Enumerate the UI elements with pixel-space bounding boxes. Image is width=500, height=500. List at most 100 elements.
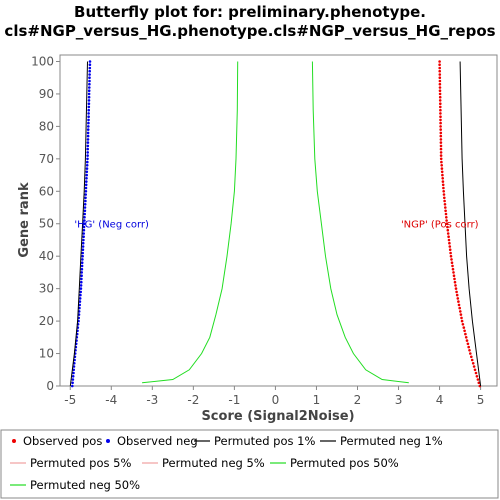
data-point [88, 60, 92, 63]
data-point [87, 112, 90, 115]
data-point [80, 261, 84, 265]
data-point [464, 332, 467, 336]
data-point [439, 105, 442, 109]
x-axis-label: Score (Signal2Noise) [201, 409, 354, 424]
data-point [447, 238, 451, 242]
y-tick-label: 50 [39, 217, 54, 231]
data-point [82, 228, 86, 232]
data-point [80, 264, 84, 268]
data-point [71, 381, 74, 385]
data-point [86, 154, 89, 157]
data-point [443, 203, 447, 206]
data-point [85, 164, 89, 167]
plot-area-frame [59, 54, 498, 387]
y-axis-ticks: 0 10 20 30 40 50 60 70 80 90 100 [31, 54, 60, 393]
data-point [444, 206, 447, 209]
chart-title-line-2: cls#NGP_versus_HG.phenotype.cls#NGP_vers… [4, 22, 495, 40]
data-point [439, 144, 443, 148]
data-point [84, 193, 87, 196]
x-tick-label: 4 [436, 393, 444, 407]
data-point [438, 63, 441, 66]
data-point [87, 92, 91, 96]
y-tick-label: 70 [39, 152, 54, 166]
data-point [468, 349, 471, 352]
data-point [452, 274, 456, 278]
data-point [87, 121, 90, 125]
data-point [80, 280, 83, 284]
x-tick-label: -1 [228, 393, 240, 407]
y-tick-label: 0 [46, 379, 54, 393]
data-point [88, 82, 91, 86]
data-point [475, 375, 479, 378]
x-tick-label: 5 [477, 393, 485, 407]
data-point [466, 342, 470, 346]
data-point [440, 170, 444, 174]
data-point [439, 128, 443, 131]
data-point [86, 147, 89, 151]
data-point [87, 89, 91, 92]
data-point [80, 271, 83, 274]
data-point [477, 381, 481, 385]
x-tick-label: -4 [105, 393, 117, 407]
data-point [84, 183, 88, 187]
data-point [446, 228, 450, 232]
y-tick-label: 60 [39, 184, 54, 198]
data-point [86, 134, 90, 138]
data-point [79, 284, 83, 287]
series-layer [69, 60, 482, 388]
data-point [439, 131, 443, 135]
data-point [439, 134, 443, 138]
x-tick-label: 2 [354, 393, 362, 407]
data-point [86, 157, 89, 161]
data-point [439, 112, 442, 115]
data-point [81, 248, 85, 251]
data-point [87, 99, 91, 102]
data-point [83, 212, 86, 216]
data-point [446, 225, 449, 229]
data-point [72, 365, 76, 368]
series-line-permuted-pos-1- [459, 61, 482, 387]
legend: Observed pos Observed neg Permuted pos 1% P… [10, 434, 443, 492]
data-point [85, 180, 88, 183]
annotation-pos-corr: 'NGP' (Pos corr) [401, 220, 479, 231]
data-point [439, 118, 442, 122]
data-point [87, 102, 91, 105]
data-point [439, 154, 443, 157]
data-point [442, 193, 446, 196]
data-point [439, 147, 443, 151]
data-point [473, 368, 477, 372]
x-tick-label: 0 [272, 393, 280, 407]
data-point [86, 141, 90, 144]
data-point [439, 138, 443, 141]
data-point [82, 232, 85, 235]
data-point [83, 209, 87, 213]
data-point [83, 206, 87, 209]
data-point [80, 267, 84, 271]
data-point [81, 245, 85, 248]
x-tick-label: 1 [313, 393, 321, 407]
series-line-permuted-pos-50- [311, 61, 409, 384]
data-point [460, 319, 464, 323]
data-point [443, 199, 446, 203]
data-point [460, 316, 463, 320]
data-point [439, 108, 442, 112]
data-point [459, 310, 462, 313]
data-point [476, 378, 480, 381]
data-point [441, 183, 445, 187]
data-point [88, 79, 91, 83]
data-point [86, 144, 90, 148]
data-point [88, 66, 92, 70]
data-point [470, 358, 474, 362]
series-line-permuted-neg-1- [69, 61, 88, 387]
series-points-observed-pos [438, 60, 482, 388]
data-point [461, 323, 465, 326]
data-point [463, 329, 466, 333]
data-point [439, 102, 442, 105]
data-point [87, 115, 90, 118]
data-point [72, 371, 75, 375]
data-point [440, 160, 443, 164]
data-point [438, 82, 442, 86]
legend-label-observed-pos: Observed pos [23, 434, 102, 448]
data-point [81, 251, 84, 255]
